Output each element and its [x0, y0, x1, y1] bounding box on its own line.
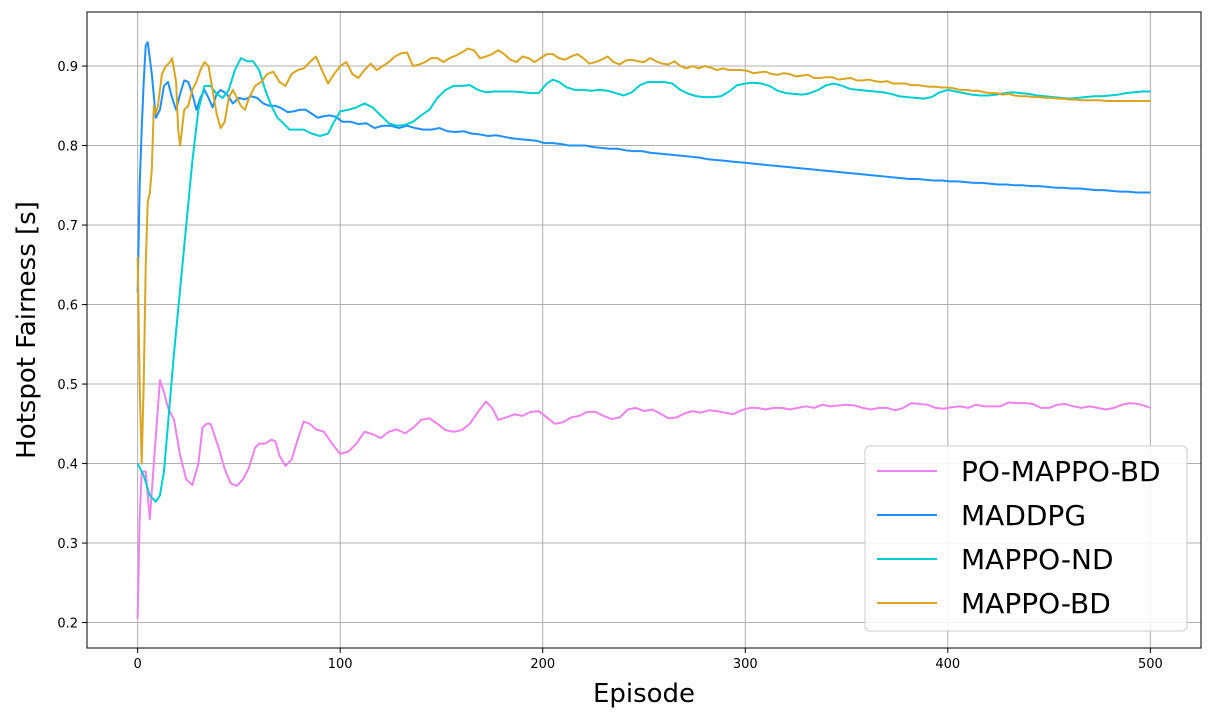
y-tick-label: 0.2	[57, 617, 78, 632]
legend-label: MAPPO-ND	[961, 543, 1114, 576]
legend: PO-MAPPO-BD MADDPG MAPPO-ND MAPPO-BD	[864, 445, 1188, 632]
plot-frame	[86, 11, 1202, 649]
legend-box	[864, 445, 1188, 632]
plot-lines	[136, 41, 1151, 619]
legend-label: PO-MAPPO-BD	[961, 455, 1161, 488]
x-axis-label: Episode	[593, 679, 695, 709]
axis-ticks: 0 100 200 300 400 500 0.2 0.3 0.4 0.5 0.6 0.7 0.8 0.9	[57, 60, 1162, 672]
grid	[87, 12, 1201, 648]
y-tick-label: 0.9	[57, 60, 78, 75]
y-tick-label: 0.3	[57, 537, 78, 552]
x-tick-label: 200	[530, 657, 555, 672]
series-line-mappo-nd	[136, 57, 1151, 503]
x-tick-label: 300	[733, 657, 758, 672]
x-tick-label: 100	[328, 657, 353, 672]
series-line-po-mappo-bd	[136, 379, 1151, 619]
x-tick-label: 0	[133, 657, 141, 672]
y-tick-label: 0.4	[57, 458, 78, 473]
y-tick-label: 0.7	[57, 219, 78, 234]
x-tick-label: 500	[1138, 657, 1163, 672]
y-axis-label: Hotspot Fairness [s]	[12, 201, 42, 459]
series-line-mappo-bd	[136, 47, 1151, 465]
y-tick-label: 0.5	[57, 378, 78, 393]
y-tick-label: 0.8	[57, 140, 78, 155]
legend-label: MADDPG	[961, 499, 1086, 532]
y-tick-label: 0.6	[57, 299, 78, 314]
x-tick-label: 400	[935, 657, 960, 672]
legend-label: MAPPO-BD	[961, 587, 1111, 620]
